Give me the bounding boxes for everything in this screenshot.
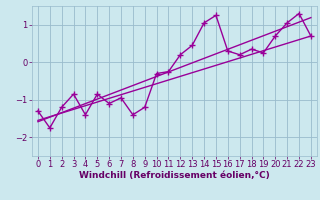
X-axis label: Windchill (Refroidissement éolien,°C): Windchill (Refroidissement éolien,°C) [79, 171, 270, 180]
